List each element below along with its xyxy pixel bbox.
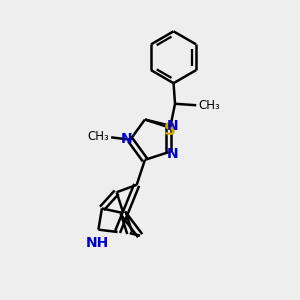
Text: N: N <box>166 147 178 160</box>
Text: S: S <box>164 121 176 139</box>
Text: CH₃: CH₃ <box>87 130 109 143</box>
Text: N: N <box>166 119 178 133</box>
Text: CH₃: CH₃ <box>199 99 220 112</box>
Text: NH: NH <box>85 236 109 250</box>
Text: N: N <box>121 132 133 146</box>
